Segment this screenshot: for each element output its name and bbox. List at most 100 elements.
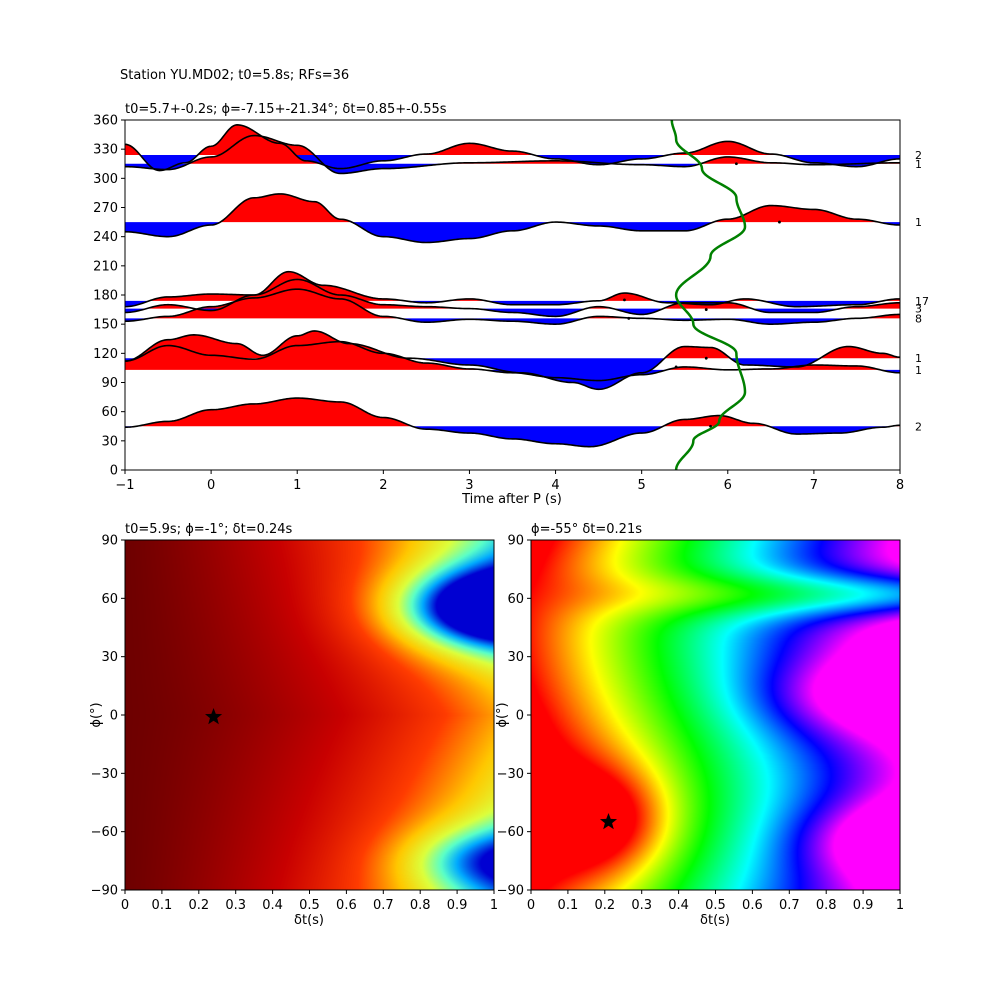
heatmap-x-tick-label: 0.2 [594,898,615,913]
rf-count-label: 1 [915,216,922,229]
top-plot-area [125,120,900,470]
left-y-axis-ticks: −90 −60 −30 0 30 60 90 [91,534,125,899]
heatmap-y-tick-label: 90 [101,534,118,549]
top-x-tick-label: 4 [551,478,559,493]
heatmap-y-tick-label: 90 [507,534,524,549]
rf-marker-dot [627,316,631,320]
rf-negative-fill [125,426,900,447]
heatmap-x-tick-label: 0.3 [225,898,246,913]
left-y-axis-label: ϕ(°) [89,702,104,727]
left-heatmap-canvas [125,540,494,890]
heatmap-x-tick-label: 0.5 [705,898,726,913]
heatmap-x-tick-label: 0.8 [816,898,837,913]
right-x-axis-ticks: 0 0.1 0.2 0.3 0.4 0.5 0.6 0.7 0.8 0.9 1 [527,890,904,913]
rf-positive-fill [125,279,900,309]
heatmap-y-tick-label: 60 [101,592,118,607]
rf-trace-line-9 [125,397,900,448]
top-x-tick-label: 8 [896,478,904,493]
right-x-axis-label: δt(s) [700,913,730,928]
top-y-tick-label: 180 [93,289,118,304]
right-y-axis-ticks: −90 −60 −30 0 30 60 90 [497,534,531,899]
rf-trace-3 [125,193,900,243]
right-optimum-star-marker [599,812,618,830]
rf-negative-fill [125,222,900,243]
rf-count-label: 1 [915,352,922,365]
heatmap-x-tick-label: 0.7 [779,898,800,913]
top-y-tick-label: 120 [93,347,118,362]
heatmap-y-tick-label: 0 [110,709,118,724]
top-y-tick-label: 330 [93,143,118,158]
rf-marker-dot [674,365,678,369]
rf-trace-9 [125,398,900,447]
top-x-tick-label: 3 [465,478,473,493]
rf-count-label: 1 [915,158,922,171]
top-y-axis-ticks: 0 30 60 90 120 150 180 210 240 270 300 330 360 [93,114,125,479]
heatmap-x-tick-label: 0.8 [410,898,431,913]
rf-positive-fill [125,330,900,359]
top-x-tick-label: 6 [724,478,732,493]
rf-trace-line-3 [125,193,900,244]
heatmap-x-tick-label: 0.9 [853,898,874,913]
rf-trace-line-1 [125,134,900,175]
top-x-tick-label: 1 [293,478,301,493]
top-y-tick-label: 0 [110,464,118,479]
left-optimum-star-marker [205,707,223,725]
right-heatmap-panel: ϕ=-55° δt=0.21s 0 0.1 0.2 0.3 0.4 0.5 0.6 0.7 0.… [495,522,904,928]
left-heatmap-panel: t0=5.9s; ϕ=-1°; δt=0.24s 0 0.1 0.2 0.3 0.4 0.… [89,522,498,928]
heatmap-x-tick-label: 0.4 [668,898,689,913]
top-y-tick-label: 60 [101,405,118,420]
heatmap-x-tick-label: 0.1 [152,898,173,913]
top-y-tick-label: 270 [93,201,118,216]
rf-count-label: 2 [915,149,922,162]
right-y-axis-label: ϕ(°) [495,702,510,727]
heatmap-x-tick-label: 0.5 [299,898,320,913]
rf-negative-fill [125,163,900,174]
top-y-tick-label: 150 [93,318,118,333]
top-x-tick-label: −1 [115,478,134,493]
heatmap-x-tick-label: 0.6 [742,898,763,913]
heatmap-x-tick-label: 0.3 [631,898,652,913]
top-y-tick-label: 30 [101,434,118,449]
rf-trace-line-8 [125,330,900,391]
top-x-tick-label: 5 [638,478,646,493]
green-overlay-curve [670,120,747,470]
rf-count-label: 3 [915,303,922,316]
rf-marker-dot [704,356,708,360]
right-heatmap-canvas [531,540,900,890]
rf-count-label: 17 [915,295,929,308]
top-panel-title: t0=5.7+-0.2s; ϕ=-7.15+-21.34°; δt=0.85+-… [125,102,447,117]
heatmap-y-tick-label: −30 [91,767,118,782]
top-y-tick-label: 240 [93,230,118,245]
figure-suptitle: Station YU.MD02; t0=5.8s; RFs=36 [120,68,349,83]
top-x-axis-label: Time after P (s) [461,492,562,507]
rf-marker-dot [623,298,626,302]
rf-marker-dot [778,220,781,224]
top-x-axis-ticks: −1 0 1 2 3 4 5 6 7 8 [115,470,904,493]
heatmap-x-tick-label: 0 [121,898,129,913]
left-heatmap-area [125,540,494,890]
top-y-tick-label: 90 [101,376,118,391]
rf-marker-dot [734,162,738,166]
rf-trace-line-4 [125,288,900,325]
heatmap-x-tick-label: 0.6 [336,898,357,913]
rf-positive-fill [125,193,900,223]
rf-trace-line-2 [125,124,900,172]
heatmap-x-tick-label: 0.9 [447,898,468,913]
heatmap-y-tick-label: 0 [516,709,524,724]
right-heatmap-area [531,540,900,890]
heatmap-x-tick-label: 1 [896,898,904,913]
rf-count-label: 2 [915,420,922,433]
heatmap-x-tick-label: 1 [490,898,498,913]
heatmap-y-tick-label: −90 [91,884,118,899]
top-y-tick-label: 360 [93,114,118,129]
heatmap-y-tick-label: 30 [507,650,524,665]
top-x-tick-label: 0 [207,478,215,493]
rf-count-label: 8 [915,312,922,325]
heatmap-y-tick-label: −60 [91,825,118,840]
top-x-tick-label: 7 [810,478,818,493]
rf-trace-8 [125,330,900,390]
heatmap-x-tick-label: 0.4 [262,898,283,913]
top-y-tick-label: 210 [93,259,118,274]
